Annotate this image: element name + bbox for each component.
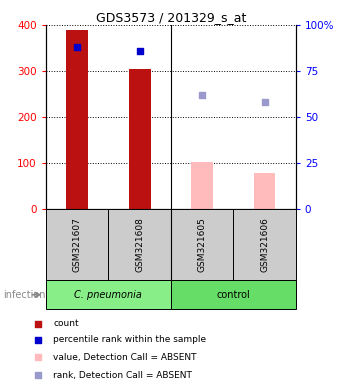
Text: GSM321605: GSM321605	[198, 217, 207, 272]
Point	[262, 99, 267, 106]
Bar	[46, 280, 171, 309]
Text: value, Detection Call = ABSENT: value, Detection Call = ABSENT	[53, 353, 197, 361]
Point	[74, 44, 80, 50]
Point	[35, 354, 41, 360]
Point	[35, 372, 41, 379]
Text: C. pneumonia: C. pneumonia	[74, 290, 142, 300]
Text: GSM321607: GSM321607	[73, 217, 82, 272]
Text: control: control	[217, 290, 250, 300]
Bar	[46, 209, 108, 280]
Point	[35, 321, 41, 327]
Point	[199, 92, 205, 98]
Bar	[233, 209, 296, 280]
Point	[35, 337, 41, 343]
Bar	[254, 173, 275, 209]
Point	[137, 48, 142, 54]
Bar	[66, 30, 88, 209]
Bar	[171, 209, 233, 280]
Bar	[108, 209, 171, 280]
Text: percentile rank within the sample: percentile rank within the sample	[53, 336, 206, 344]
Bar	[191, 162, 213, 209]
Text: rank, Detection Call = ABSENT: rank, Detection Call = ABSENT	[53, 371, 192, 380]
Bar	[171, 280, 296, 309]
Text: GSM321608: GSM321608	[135, 217, 144, 272]
Title: GDS3573 / 201329_s_at: GDS3573 / 201329_s_at	[96, 11, 246, 24]
Bar	[129, 69, 151, 209]
Text: count: count	[53, 319, 79, 328]
Text: GSM321606: GSM321606	[260, 217, 269, 272]
Text: infection: infection	[3, 290, 46, 300]
